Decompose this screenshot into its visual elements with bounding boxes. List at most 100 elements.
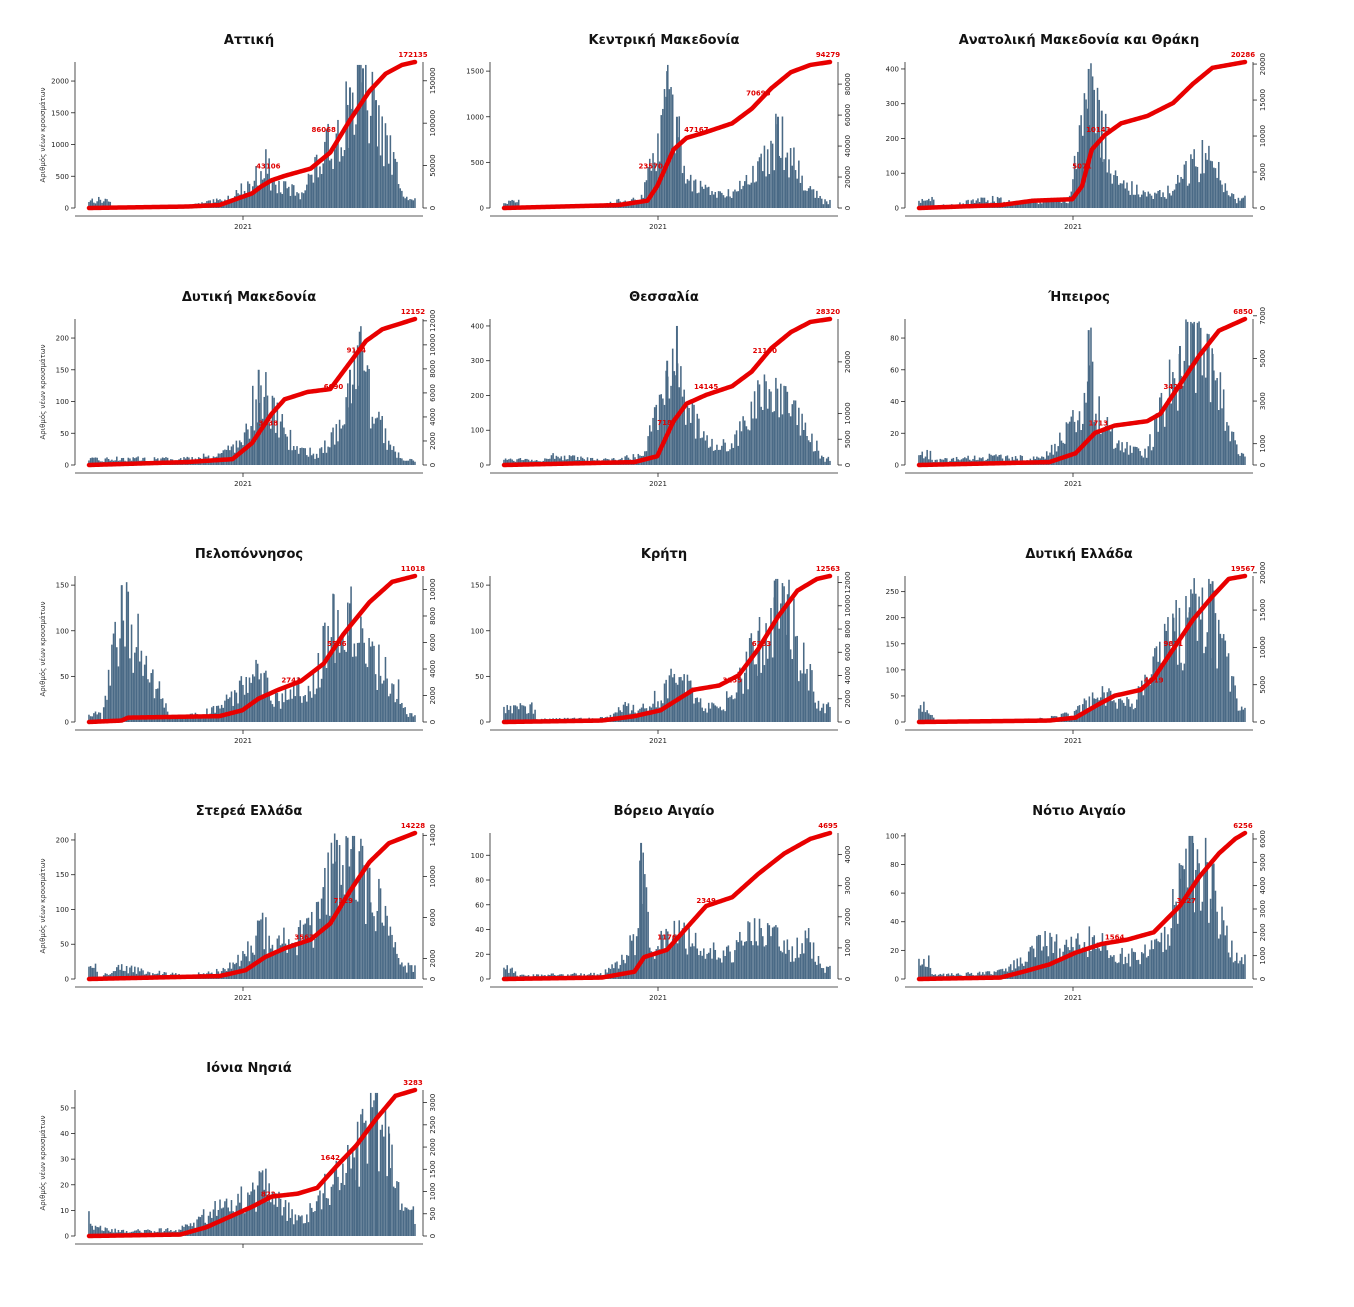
left-tick-label: 0 — [480, 205, 484, 213]
daily-bar — [288, 699, 290, 722]
daily-bar — [780, 384, 782, 465]
daily-bar — [414, 1224, 416, 1236]
daily-bar — [769, 389, 771, 465]
daily-bar — [308, 457, 310, 465]
daily-bar — [360, 65, 362, 208]
daily-bar — [1098, 100, 1100, 208]
daily-bar — [1243, 198, 1245, 208]
daily-bar — [1231, 432, 1233, 466]
bar-series — [503, 579, 831, 722]
daily-bar — [360, 839, 362, 979]
right-tick-label: 2000 — [429, 1138, 437, 1156]
daily-bar — [252, 674, 254, 722]
daily-bar — [1028, 203, 1030, 208]
daily-bar — [1187, 618, 1189, 722]
cumulative-annotation: 86068 — [312, 126, 336, 134]
daily-bar — [370, 1093, 372, 1236]
daily-bar — [816, 709, 818, 722]
bar-series — [88, 833, 416, 979]
daily-bar — [368, 638, 370, 722]
daily-bar — [332, 1184, 334, 1236]
daily-bar — [1236, 698, 1238, 722]
daily-bar — [372, 642, 374, 722]
daily-bar — [708, 953, 710, 979]
daily-bar — [1143, 695, 1145, 722]
daily-bar — [682, 173, 684, 208]
daily-bar — [1234, 440, 1236, 465]
daily-bar — [291, 450, 293, 465]
daily-bar — [350, 1169, 352, 1236]
daily-bar — [769, 925, 771, 979]
final-total-label: 28320 — [816, 308, 840, 316]
daily-bar — [1061, 203, 1063, 208]
daily-bar — [213, 706, 215, 722]
daily-bar — [278, 181, 280, 208]
daily-bar — [718, 191, 720, 208]
daily-bar — [342, 425, 344, 465]
daily-bar — [721, 193, 723, 208]
daily-bar — [674, 674, 676, 722]
daily-bar — [399, 964, 401, 979]
daily-bar — [754, 182, 756, 208]
daily-bar — [414, 198, 416, 208]
final-total-label: 3283 — [403, 1079, 423, 1087]
daily-bar — [337, 1177, 339, 1236]
daily-bar — [1167, 399, 1169, 466]
daily-bar — [1093, 698, 1095, 722]
daily-bar — [285, 181, 287, 208]
daily-bar — [354, 1157, 356, 1236]
cumulative-annotation: 2349 — [696, 897, 716, 905]
daily-bar — [726, 451, 728, 465]
daily-bar — [818, 956, 820, 979]
daily-bar — [306, 1214, 308, 1236]
daily-bar — [380, 676, 382, 722]
left-tick-label: 40 — [60, 1130, 69, 1138]
daily-bar — [755, 182, 757, 209]
daily-bar — [1130, 445, 1132, 465]
chart-svg: Νότιο Αιγαίο1564312762560204060801000100… — [840, 793, 1292, 1050]
daily-bar — [408, 963, 410, 979]
daily-bar — [255, 660, 257, 722]
daily-bar — [754, 664, 756, 722]
daily-bar — [664, 953, 666, 979]
daily-bar — [308, 1222, 310, 1236]
daily-bar — [1133, 195, 1135, 208]
daily-bar — [695, 698, 697, 722]
daily-bar — [339, 653, 341, 722]
daily-bar — [227, 699, 229, 722]
daily-bar — [391, 175, 393, 208]
daily-bar — [360, 1114, 362, 1236]
daily-bar — [683, 390, 685, 465]
daily-bar — [734, 434, 736, 465]
daily-bar — [690, 681, 692, 722]
daily-bar — [293, 1224, 295, 1236]
daily-bar — [324, 623, 326, 722]
daily-bar — [742, 946, 744, 979]
daily-bar — [242, 951, 244, 979]
daily-bar — [700, 698, 702, 722]
daily-bar — [1162, 192, 1164, 208]
daily-bar — [1111, 701, 1113, 722]
daily-bar — [1166, 404, 1168, 466]
daily-bar — [1084, 393, 1086, 465]
daily-bar — [370, 116, 372, 208]
daily-bar — [733, 191, 735, 208]
daily-bar — [278, 935, 280, 979]
daily-bar — [792, 166, 794, 208]
daily-bar — [1218, 410, 1220, 465]
daily-bar — [1234, 961, 1236, 979]
daily-bar — [306, 918, 308, 979]
daily-bar — [715, 450, 717, 465]
daily-bar — [775, 378, 777, 465]
daily-bar — [273, 181, 275, 208]
daily-bar — [772, 657, 774, 722]
daily-bar — [729, 449, 731, 465]
daily-bar — [334, 833, 336, 979]
daily-bar — [759, 157, 761, 208]
daily-bar — [698, 702, 700, 722]
daily-bar — [308, 686, 310, 722]
daily-bar — [783, 940, 785, 979]
daily-bar — [331, 159, 333, 208]
daily-bar — [662, 935, 664, 979]
daily-bar — [1200, 911, 1202, 979]
